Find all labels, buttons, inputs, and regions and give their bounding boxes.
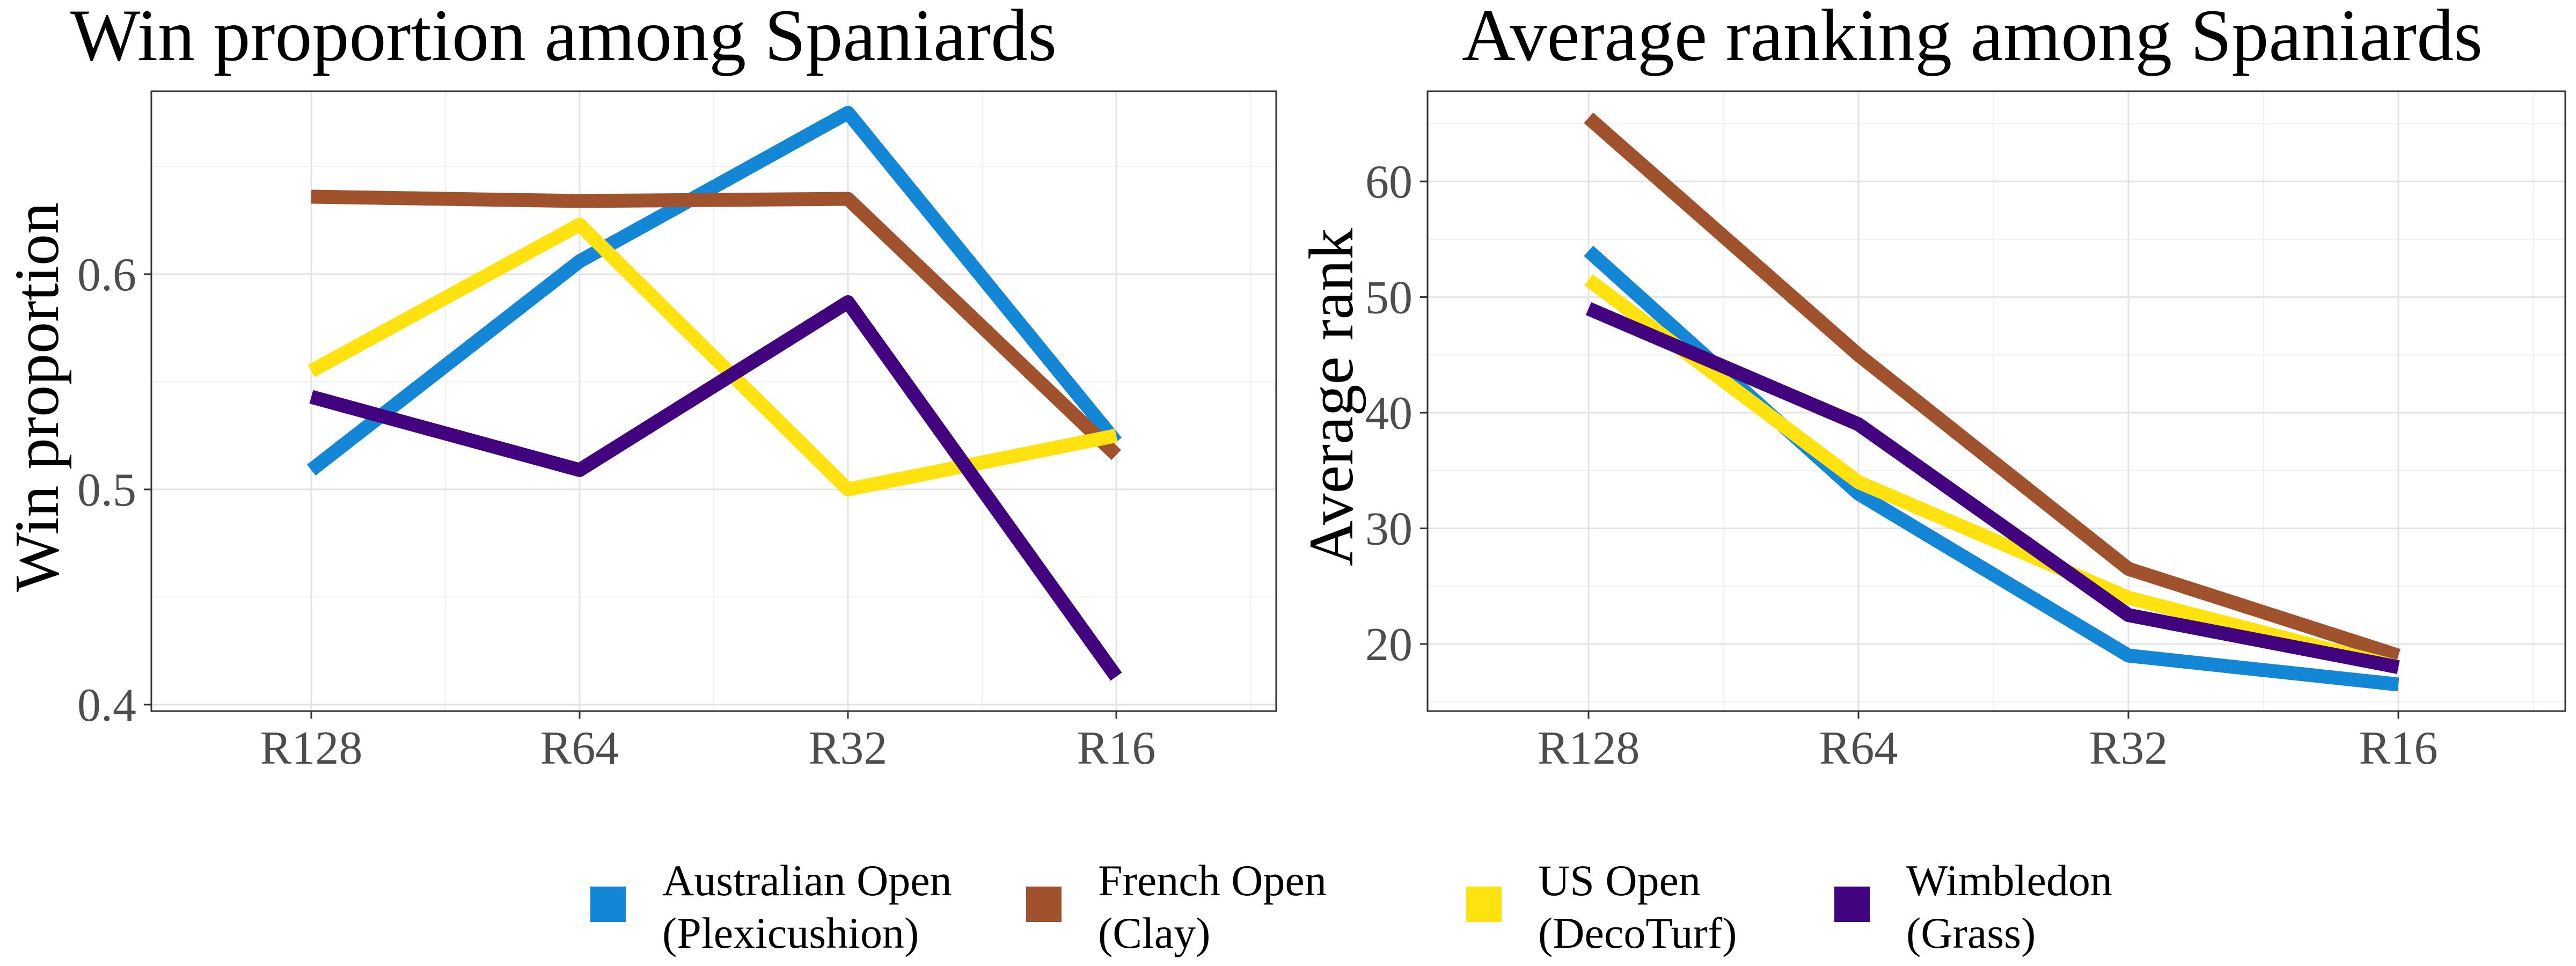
series-line-australian-open xyxy=(307,106,1122,476)
y-tick-label: 40 xyxy=(1365,387,1413,440)
x-tick-label: R32 xyxy=(809,722,888,774)
series-line-wimbledon xyxy=(1585,302,2400,674)
series-line-us-open xyxy=(1584,274,2401,674)
x-tick-label: R64 xyxy=(540,722,619,774)
series-lines-right xyxy=(1584,112,2401,692)
panel-average-rank: Average ranking among Spaniards Average … xyxy=(1296,0,2566,774)
legend-label-wimbledon: Wimbledon xyxy=(1906,856,2112,905)
y-tick-label: 50 xyxy=(1365,272,1413,324)
x-tick-label: R128 xyxy=(260,722,363,774)
x-ticks-left: R128 R64 R32 R16 xyxy=(260,711,1156,774)
x-tick-label: R64 xyxy=(1819,722,1898,774)
legend-swatch-us-open xyxy=(1466,887,1502,922)
y-axis-label-right: Average rank xyxy=(1296,228,1366,566)
legend-label-french-open: French Open xyxy=(1098,856,1327,905)
panel-win-proportion: Win proportion among Spaniards Win propo… xyxy=(2,0,1277,774)
legend-sublabel-french-open: (Clay) xyxy=(1098,909,1210,957)
legend-label-australian-open: Australian Open xyxy=(662,856,952,905)
y-tick-label: 20 xyxy=(1365,619,1413,671)
y-tick-label: 30 xyxy=(1365,503,1413,555)
y-ticks-right: 20 30 40 50 60 xyxy=(1365,156,1428,671)
y-axis-label-left: Win proportion xyxy=(2,202,72,592)
plot-border-right xyxy=(1426,90,2566,712)
y-ticks-left: 0.4 0.5 0.6 xyxy=(77,249,151,731)
legend-swatch-wimbledon xyxy=(1834,887,1870,922)
plot-border-left xyxy=(150,90,1277,712)
legend-sublabel-wimbledon: (Grass) xyxy=(1906,909,2036,957)
x-tick-label: R16 xyxy=(2359,722,2438,774)
y-tick-label: 0.4 xyxy=(77,679,136,731)
series-line-french-open xyxy=(311,189,1121,460)
x-ticks-right: R128 R64 R32 R16 xyxy=(1538,711,2438,774)
legend-label-us-open: US Open xyxy=(1538,856,1701,905)
series-line-us-open xyxy=(308,217,1118,496)
series-lines-left xyxy=(307,106,1122,681)
legend-swatch-australian-open xyxy=(590,887,626,922)
series-line-french-open xyxy=(1584,112,2401,662)
chart-title-right: Average ranking among Spaniards xyxy=(1462,0,2483,76)
legend: Australian Open(Plexicushion) French Open… xyxy=(590,856,2112,957)
y-tick-label: 0.6 xyxy=(77,249,136,301)
x-tick-label: R128 xyxy=(1538,722,1640,774)
y-tick-label: 0.5 xyxy=(77,464,136,516)
y-tick-label: 60 xyxy=(1365,156,1413,208)
legend-sublabel-australian-open: (Plexicushion) xyxy=(662,909,919,957)
x-tick-label: R16 xyxy=(1077,722,1156,774)
series-line-wimbledon xyxy=(309,295,1122,681)
chart-title-left: Win proportion among Spaniards xyxy=(70,0,1057,76)
grid-right xyxy=(1428,91,2565,711)
x-tick-label: R32 xyxy=(2089,722,2168,774)
legend-swatch-french-open xyxy=(1026,887,1062,922)
legend-sublabel-us-open: (DecoTurf) xyxy=(1538,909,1737,957)
